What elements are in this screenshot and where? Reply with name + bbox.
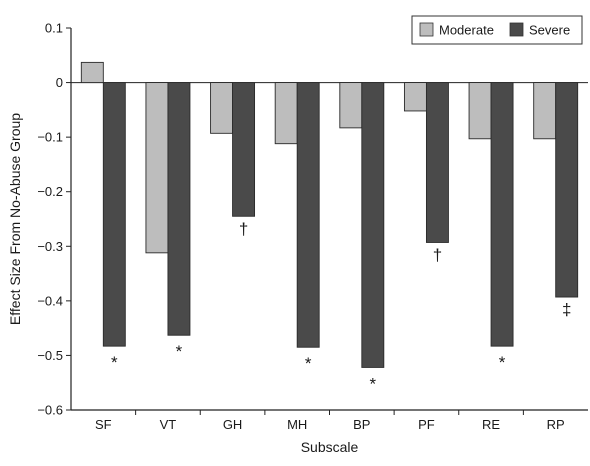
legend-box: [411, 15, 583, 45]
x-axis-title: Subscale: [301, 439, 359, 455]
y-tick-label: −0.2: [37, 184, 63, 199]
bar-moderate-vt: [145, 82, 169, 254]
x-tick-label: RE: [482, 417, 500, 432]
y-tick-label: −0.5: [37, 348, 63, 363]
x-tick-label: SF: [95, 417, 112, 432]
bar-severe-vt: [167, 82, 191, 336]
legend: Moderate Severe: [411, 15, 583, 45]
bar-severe-bp: [361, 82, 385, 368]
bar-severe-pf: [425, 82, 449, 243]
bar-severe-rp: [555, 82, 579, 298]
x-tick-label: BP: [353, 417, 370, 432]
bar-severe-sf: [102, 82, 126, 347]
significance-marker: *: [499, 353, 506, 372]
bar-moderate-rp: [533, 82, 557, 140]
bar-moderate-pf: [403, 82, 427, 112]
legend-swatch-severe: [509, 22, 524, 37]
significance-marker: †: [239, 219, 248, 238]
y-tick-label: −0.4: [37, 293, 63, 308]
x-axis-ticks: SF VT GH MH BP PF RE RP: [95, 410, 565, 432]
x-tick-label: MH: [287, 417, 307, 432]
significance-marker: †: [433, 245, 442, 264]
y-tick-label: 0: [56, 75, 63, 90]
bar-severe-re: [490, 82, 514, 347]
bar-moderate-bp: [339, 82, 363, 129]
legend-label-moderate: Moderate: [439, 23, 494, 38]
y-axis-ticks: 0.1 0 −0.1 −0.2 −0.3 −0.4 −0.5 −0.6: [37, 21, 71, 418]
significance-marker: *: [176, 342, 183, 361]
y-tick-label: −0.6: [37, 403, 63, 418]
y-axis-title: Effect Size From No-Abuse Group: [7, 113, 23, 325]
significance-markers: * * † * * † * ‡: [111, 219, 571, 393]
bar-moderate-gh: [210, 82, 234, 134]
significance-marker: *: [111, 353, 118, 372]
bars: [80, 61, 579, 368]
y-tick-label: −0.1: [37, 130, 63, 145]
x-tick-label: PF: [418, 417, 435, 432]
x-tick-label: RP: [547, 417, 565, 432]
significance-marker: *: [370, 374, 377, 393]
legend-label-severe: Severe: [529, 23, 570, 38]
bar-severe-gh: [232, 82, 256, 217]
significance-marker: ‡: [562, 300, 571, 319]
x-tick-label: GH: [223, 417, 243, 432]
x-tick-label: VT: [160, 417, 177, 432]
bar-severe-mh: [296, 82, 320, 348]
y-tick-label: 0.1: [45, 21, 63, 36]
significance-marker: *: [305, 354, 312, 373]
y-tick-label: −0.3: [37, 239, 63, 254]
bar-moderate-re: [468, 82, 492, 140]
bar-moderate-sf: [80, 61, 104, 84]
legend-swatch-moderate: [419, 22, 434, 37]
bar-moderate-mh: [274, 82, 298, 145]
